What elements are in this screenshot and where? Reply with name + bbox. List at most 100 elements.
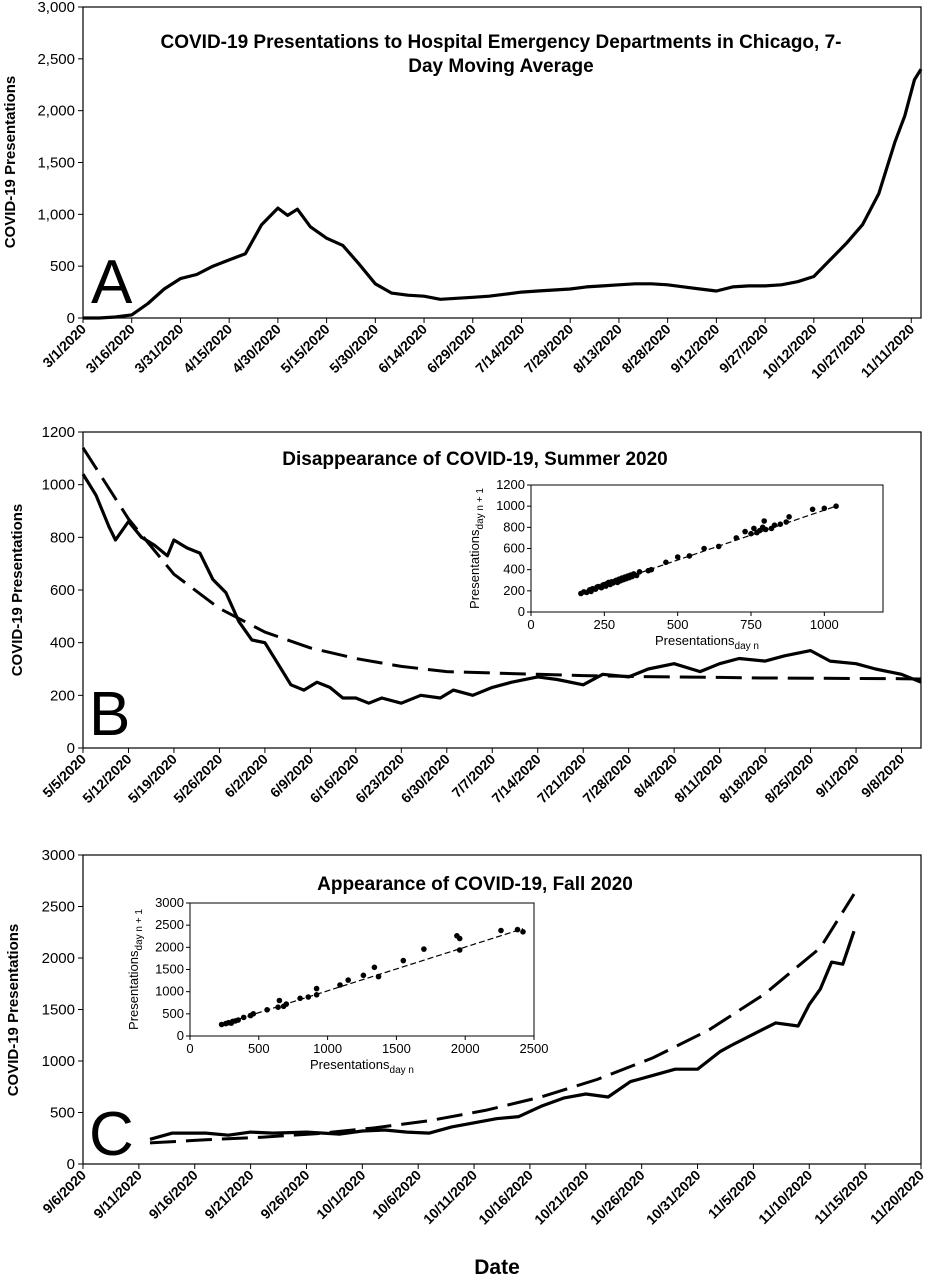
y-tick-label: 1500 bbox=[42, 1002, 75, 1019]
panel-b: 0200400600800100012005/5/20205/12/20205/… bbox=[9, 424, 922, 807]
inset-point bbox=[733, 535, 740, 541]
y-axis-label: COVID-19 Presentations bbox=[2, 76, 19, 249]
x-tick-label: 3/16/2020 bbox=[82, 321, 138, 377]
y-tick-label: 500 bbox=[50, 1105, 75, 1122]
inset-x-tick-label: 250 bbox=[593, 617, 615, 632]
inset-y-tick-label: 0 bbox=[518, 604, 525, 619]
inset-x-tick-label: 0 bbox=[527, 617, 534, 632]
inset-scatter: 0 200 400 600 800 1000 1200 0 250 500 750 1000 Prese… bbox=[467, 477, 884, 652]
inset-point bbox=[375, 973, 382, 980]
x-tick-label: 11/15/2020 bbox=[811, 1167, 871, 1227]
inset-point bbox=[421, 946, 427, 952]
inset-point bbox=[313, 992, 320, 998]
y-tick-label: 2,000 bbox=[37, 103, 75, 120]
x-tick-label: 8/25/2020 bbox=[761, 751, 817, 807]
panel-title: COVID-19 Presentations to Hospital Emerg… bbox=[161, 32, 842, 53]
inset-x-tick-label: 2500 bbox=[520, 1041, 549, 1056]
x-tick-label: 7/14/2020 bbox=[472, 321, 528, 377]
inset-point bbox=[235, 1017, 241, 1023]
y-tick-label: 3000 bbox=[42, 847, 75, 864]
x-tick-label: 9/12/2020 bbox=[667, 321, 723, 377]
x-tick-label: 5/15/2020 bbox=[277, 321, 333, 377]
inset-x-label: Presentationsday n bbox=[655, 633, 759, 652]
inset-point bbox=[240, 1014, 247, 1021]
inset-point bbox=[748, 530, 754, 537]
inset-y-tick-label: 200 bbox=[503, 583, 525, 598]
inset-point bbox=[809, 506, 816, 513]
inset-point bbox=[276, 997, 283, 1004]
inset-point bbox=[715, 543, 722, 550]
x-tick-label: 10/16/2020 bbox=[475, 1167, 536, 1228]
x-axis-label: Date bbox=[474, 1256, 520, 1279]
x-tick-label: 4/15/2020 bbox=[180, 321, 236, 377]
inset-point bbox=[520, 929, 526, 935]
inset-point bbox=[400, 957, 407, 964]
y-tick-label: 2,500 bbox=[37, 51, 75, 68]
inset-point bbox=[345, 977, 352, 983]
y-tick-label: 0 bbox=[67, 740, 75, 757]
x-tick-label: 4/30/2020 bbox=[229, 321, 285, 377]
x-tick-label: 11/5/2020 bbox=[705, 1167, 760, 1222]
inset-point bbox=[761, 518, 767, 524]
y-tick-label: 1000 bbox=[42, 1053, 75, 1070]
inset-point bbox=[498, 927, 504, 934]
inset-point bbox=[751, 525, 757, 532]
inset-x-tick-label: 2000 bbox=[451, 1041, 480, 1056]
inset-y-tick-label: 1000 bbox=[496, 498, 525, 513]
x-tick-label: 11/20/2020 bbox=[867, 1167, 927, 1227]
y-tick-label: 400 bbox=[50, 635, 75, 652]
x-tick-label: 10/21/2020 bbox=[531, 1167, 592, 1228]
x-tick-label: 6/29/2020 bbox=[424, 321, 480, 377]
y-axis-label: COVID-19 Presentations bbox=[9, 504, 26, 677]
inset-y-tick-label: 600 bbox=[503, 541, 525, 556]
x-tick-label: 7/29/2020 bbox=[521, 321, 577, 377]
x-tick-label: 6/14/2020 bbox=[375, 321, 431, 377]
inset-y-tick-label: 3000 bbox=[155, 895, 184, 910]
inset-x-tick-label: 500 bbox=[248, 1041, 270, 1056]
x-tick-label: 9/26/2020 bbox=[257, 1167, 313, 1223]
x-tick-label: 10/1/2020 bbox=[313, 1167, 369, 1223]
inset-y-tick-label: 500 bbox=[162, 1006, 184, 1021]
inset-x-tick-label: 1000 bbox=[810, 617, 839, 632]
inset-point bbox=[313, 985, 320, 992]
panel-letter: B bbox=[89, 680, 130, 749]
inset-y-tick-label: 800 bbox=[503, 519, 525, 534]
inset-x-tick-label: 500 bbox=[667, 617, 689, 632]
y-tick-label: 2500 bbox=[42, 899, 75, 916]
inset-point bbox=[250, 1011, 257, 1017]
x-tick-label: 9/1/2020 bbox=[812, 751, 862, 801]
x-tick-label: 10/11/2020 bbox=[420, 1167, 480, 1227]
inset-point bbox=[663, 559, 669, 566]
y-tick-label: 0 bbox=[67, 310, 75, 327]
y-tick-label: 1200 bbox=[42, 424, 75, 441]
inset-fit-line bbox=[221, 928, 524, 1026]
x-tick-label: 9/21/2020 bbox=[201, 1167, 257, 1223]
x-tick-label: 8/13/2020 bbox=[570, 321, 626, 377]
inset-y-tick-label: 2000 bbox=[155, 939, 184, 954]
y-tick-label: 800 bbox=[50, 529, 75, 546]
y-axis-label: COVID-19 Presentations bbox=[5, 924, 22, 1097]
y-tick-label: 3,000 bbox=[37, 0, 75, 16]
inset-point bbox=[674, 554, 681, 560]
x-tick-label: 9/6/2020 bbox=[39, 1167, 89, 1217]
x-tick-label: 8/28/2020 bbox=[618, 321, 674, 377]
y-tick-label: 600 bbox=[50, 582, 75, 599]
inset-point bbox=[648, 566, 655, 573]
x-tick-label: 10/6/2020 bbox=[369, 1167, 425, 1223]
y-tick-label: 200 bbox=[50, 687, 75, 704]
x-tick-label: 5/30/2020 bbox=[326, 321, 382, 377]
inset-point bbox=[771, 522, 778, 528]
inset-point bbox=[371, 964, 378, 971]
x-tick-label: 5/26/2020 bbox=[170, 751, 226, 807]
inset-point bbox=[636, 569, 643, 575]
y-tick-label: 1000 bbox=[42, 477, 75, 494]
inset-point bbox=[456, 947, 463, 953]
fit-line bbox=[81, 446, 922, 681]
y-tick-label: 0 bbox=[67, 1156, 75, 1173]
x-tick-label: 10/26/2020 bbox=[587, 1167, 648, 1228]
inset-point bbox=[218, 1021, 225, 1028]
inset-y-tick-label: 1000 bbox=[155, 984, 184, 999]
inset-point bbox=[283, 1001, 290, 1007]
panel-letter: A bbox=[91, 248, 133, 317]
